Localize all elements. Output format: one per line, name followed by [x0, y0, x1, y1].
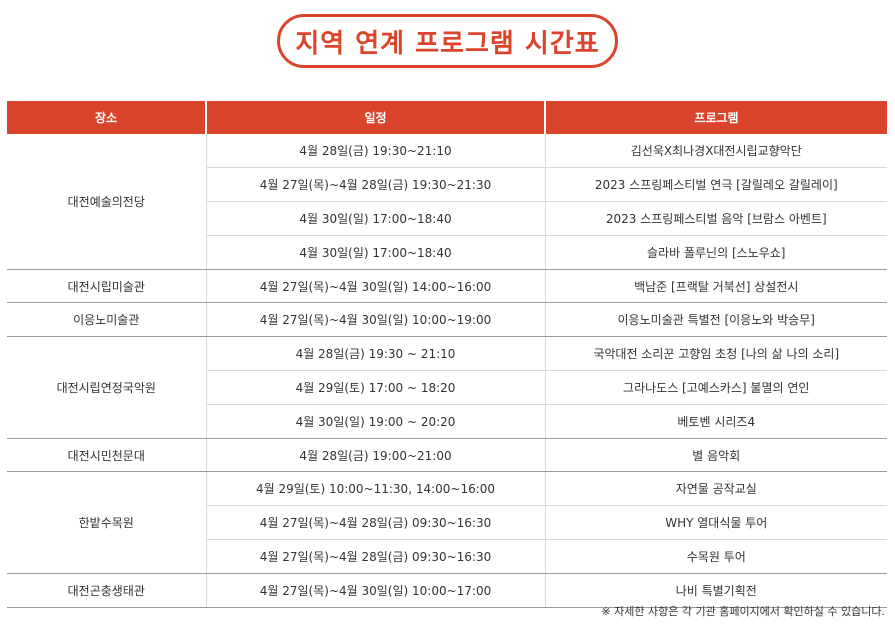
title-area: 지역 연계 프로그램 시간표 — [0, 0, 895, 92]
program-cell: 백남준 [프랙탈 거북선] 상설전시 — [544, 269, 887, 304]
schedule-cell: 4월 27일(목)~4월 30일(일) 10:00~17:00 — [205, 573, 545, 608]
schedule-cell: 4월 27일(목)~4월 30일(일) 10:00~19:00 — [205, 302, 545, 338]
table-row: 4월 30일(일) 17:00~18:40 2023 스프링페스티벌 음악 [브람… — [7, 201, 887, 236]
program-cell: 슬라바 폴루닌의 [스노우쇼] — [544, 235, 887, 270]
program-cell: 이응노미술관 특별전 [이응노와 박승무] — [544, 302, 887, 338]
venue-cell: 대전곤충생태관 — [7, 573, 206, 608]
header-program: 프로그램 — [544, 101, 887, 134]
venue-cell: 이응노미술관 — [7, 302, 206, 338]
table-row: 대전예술의전당 4월 28일(금) 19:30~21:10 김선욱X최나경X대전시립… — [7, 134, 887, 270]
header-row: 장소 일정 프로그램 — [7, 101, 887, 134]
program-cell: 국악대전 소리꾼 고향임 초청 [나의 삶 나의 소리] — [544, 336, 887, 372]
schedule-table: 장소 일정 프로그램 대전예술의전당 4월 28일(금) 19:30~21:10 김… — [7, 101, 887, 608]
table-row: 대전곤충생태관 4월 27일(목)~4월 30일(일) 10:00~17:00 나비… — [7, 573, 887, 608]
program-cell: 수목원 투어 — [544, 539, 887, 574]
schedule-cell: 4월 27일(목)~4월 28일(금) 09:30~16:30 — [205, 505, 545, 541]
venue-cell: 대전시립연정국악원 — [7, 336, 206, 439]
title-badge: 지역 연계 프로그램 시간표 — [277, 14, 618, 68]
table-row: 4월 30일(일) 19:00 ~ 20:20 베토벤 시리즈4 — [7, 404, 887, 439]
table-row: 한밭수목원 4월 29일(토) 10:00~11:30, 14:00~16:00 자… — [7, 471, 887, 574]
table-row: 4월 27일(목)~4월 28일(금) 09:30~16:30 수목원 투어 — [7, 539, 887, 574]
table-body: 대전예술의전당 4월 28일(금) 19:30~21:10 김선욱X최나경X대전시립… — [7, 134, 887, 608]
table-row: 대전시립연정국악원 4월 28일(금) 19:30 ~ 21:10 국악대전 소리꾼… — [7, 336, 887, 439]
schedule-cell: 4월 30일(일) 17:00~18:40 — [205, 235, 545, 270]
program-cell: 2023 스프링페스티벌 연극 [갈릴레오 갈릴레이] — [544, 167, 887, 203]
venue-cell: 한밭수목원 — [7, 471, 206, 574]
schedule-cell: 4월 27일(목)~4월 28일(금) 09:30~16:30 — [205, 539, 545, 574]
program-cell: 별 음악회 — [544, 438, 887, 473]
schedule-cell: 4월 28일(금) 19:30~21:10 — [205, 134, 545, 169]
table-row: 4월 30일(일) 17:00~18:40 슬라바 폴루닌의 [스노우쇼] — [7, 235, 887, 270]
schedule-cell: 4월 29일(토) 10:00~11:30, 14:00~16:00 — [205, 471, 545, 507]
program-cell: 2023 스프링페스티벌 음악 [브람스 아벤트] — [544, 201, 887, 236]
table-row: 4월 27일(목)~4월 28일(금) 09:30~16:30 WHY 열대식물 … — [7, 505, 887, 541]
program-cell: WHY 열대식물 투어 — [544, 505, 887, 541]
schedule-cell: 4월 30일(일) 19:00 ~ 20:20 — [205, 404, 545, 439]
schedule-cell: 4월 28일(금) 19:00~21:00 — [205, 438, 545, 473]
program-cell: 나비 특별기획전 — [544, 573, 887, 608]
program-cell: 김선욱X최나경X대전시립교향악단 — [544, 134, 887, 169]
program-cell: 자연물 공작교실 — [544, 471, 887, 507]
header-venue: 장소 — [7, 101, 206, 134]
table-row: 대전시민천문대 4월 28일(금) 19:00~21:00 별 음악회 — [7, 438, 887, 473]
schedule-cell: 4월 27일(목)~4월 30일(일) 14:00~16:00 — [205, 269, 545, 304]
venue-cell: 대전시립미술관 — [7, 269, 206, 304]
schedule-cell: 4월 30일(일) 17:00~18:40 — [205, 201, 545, 236]
table-row: 대전시립미술관 4월 27일(목)~4월 30일(일) 14:00~16:00 백남… — [7, 269, 887, 304]
footnote: ※ 자세한 사항은 각 기관 홈페이지에서 확인하실 수 있습니다. — [601, 605, 885, 618]
table-row: 4월 29일(토) 17:00 ~ 18:20 그라나도스 [고예스카스] 불멸의… — [7, 370, 887, 405]
schedule-cell: 4월 28일(금) 19:30 ~ 21:10 — [205, 336, 545, 372]
page-title: 지역 연계 프로그램 시간표 — [295, 28, 600, 59]
venue-cell: 대전예술의전당 — [7, 134, 206, 270]
table-header: 장소 일정 프로그램 — [7, 101, 887, 134]
program-cell: 그라나도스 [고예스카스] 불멸의 연인 — [544, 370, 887, 405]
schedule-cell: 4월 29일(토) 17:00 ~ 18:20 — [205, 370, 545, 405]
program-cell: 베토벤 시리즈4 — [544, 404, 887, 439]
schedule-cell: 4월 27일(목)~4월 28일(금) 19:30~21:30 — [205, 167, 545, 203]
venue-cell: 대전시민천문대 — [7, 438, 206, 473]
table-row: 이응노미술관 4월 27일(목)~4월 30일(일) 10:00~19:00 이응노… — [7, 302, 887, 338]
table-row: 4월 27일(목)~4월 28일(금) 19:30~21:30 2023 스프링페… — [7, 167, 887, 203]
header-schedule: 일정 — [205, 101, 545, 134]
